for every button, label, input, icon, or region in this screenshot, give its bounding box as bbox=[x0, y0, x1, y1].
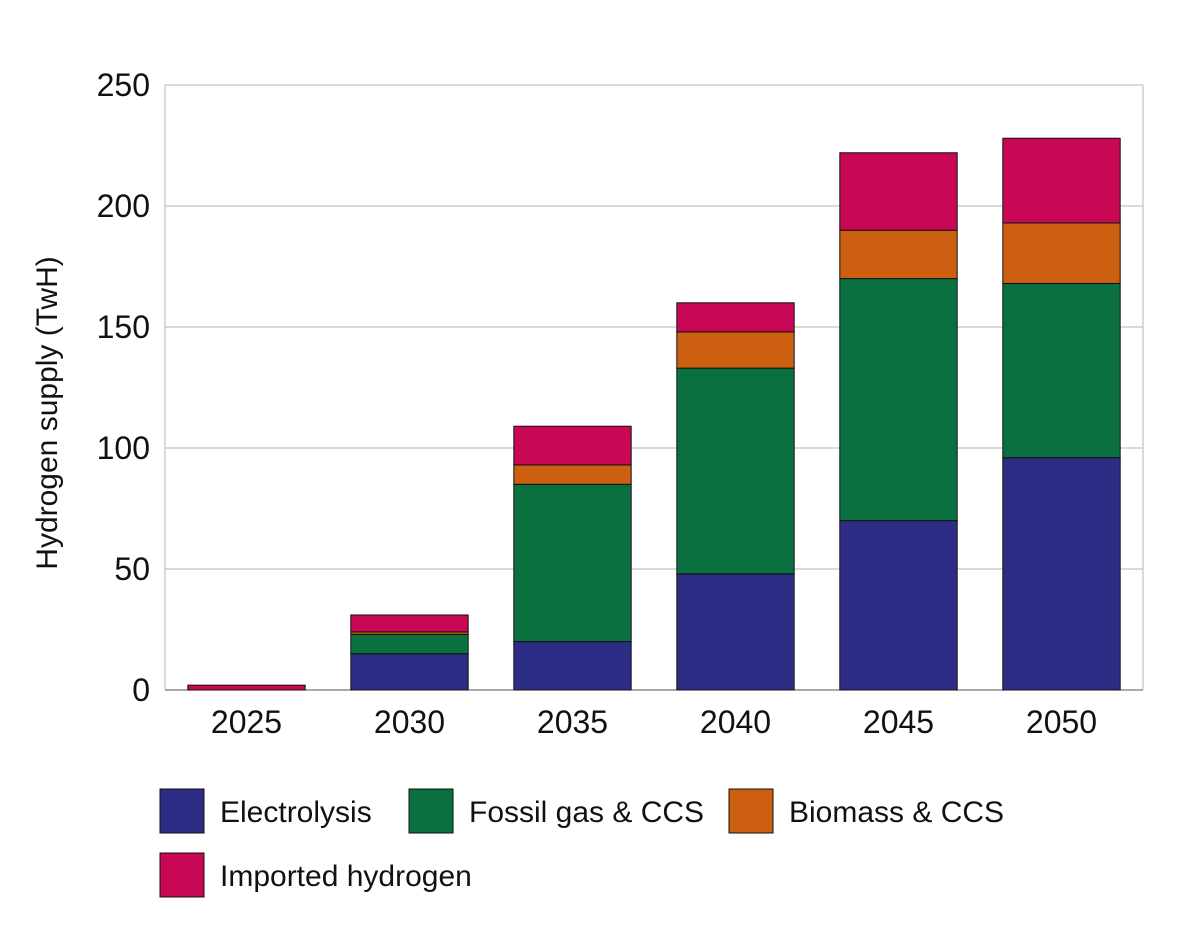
bar-segment bbox=[513, 641, 632, 691]
bars bbox=[187, 137, 1121, 691]
gridlines bbox=[164, 84, 1144, 691]
axes: Hydrogen supply (TwH) 0 50 100 150 200 250 202… bbox=[31, 67, 1097, 740]
legend-swatch bbox=[408, 788, 454, 834]
bar-segment bbox=[1002, 282, 1121, 459]
bar-segment bbox=[839, 278, 958, 522]
bar-segment bbox=[676, 367, 795, 575]
bar-segment bbox=[839, 520, 958, 691]
legend-label: Imported hydrogen bbox=[220, 860, 472, 893]
bar-segment bbox=[839, 152, 958, 231]
bar-segment bbox=[350, 633, 469, 655]
legend-label: Electrolysis bbox=[220, 796, 372, 829]
y-tick-label: 250 bbox=[97, 67, 150, 103]
bar-segment bbox=[1002, 137, 1121, 224]
bar-segment bbox=[676, 331, 795, 369]
bar-segment bbox=[1002, 222, 1121, 284]
bar-segment bbox=[1002, 457, 1121, 691]
bar-segment bbox=[350, 614, 469, 633]
y-tick-label: 100 bbox=[97, 430, 150, 466]
legend-swatch bbox=[159, 788, 205, 834]
x-tick-label: 2035 bbox=[537, 704, 608, 740]
bar-segment bbox=[676, 573, 795, 691]
y-tick-label: 200 bbox=[97, 188, 150, 224]
legend-swatch bbox=[728, 788, 774, 834]
legend: Electrolysis Fossil gas & CCS Biomass & CC… bbox=[159, 788, 1004, 898]
x-tick-label: 2045 bbox=[863, 704, 934, 740]
legend-label: Fossil gas & CCS bbox=[469, 796, 704, 829]
y-tick-label: 50 bbox=[114, 551, 150, 587]
x-tick-label: 2050 bbox=[1026, 704, 1097, 740]
bar-segment bbox=[187, 684, 306, 691]
legend-label: Biomass & CCS bbox=[789, 796, 1004, 829]
bar-segment bbox=[350, 653, 469, 691]
bar-segment bbox=[513, 425, 632, 466]
legend-swatch bbox=[159, 852, 205, 898]
y-axis-title: Hydrogen supply (TwH) bbox=[31, 256, 64, 569]
bar-segment bbox=[513, 464, 632, 485]
y-tick-label: 150 bbox=[97, 309, 150, 345]
bar-segment bbox=[513, 483, 632, 643]
bar-segment bbox=[676, 302, 795, 333]
bar-segment bbox=[839, 229, 958, 280]
x-tick-label: 2025 bbox=[211, 704, 282, 740]
x-tick-label: 2030 bbox=[374, 704, 445, 740]
y-tick-label: 0 bbox=[132, 672, 150, 708]
x-tick-label: 2040 bbox=[700, 704, 771, 740]
